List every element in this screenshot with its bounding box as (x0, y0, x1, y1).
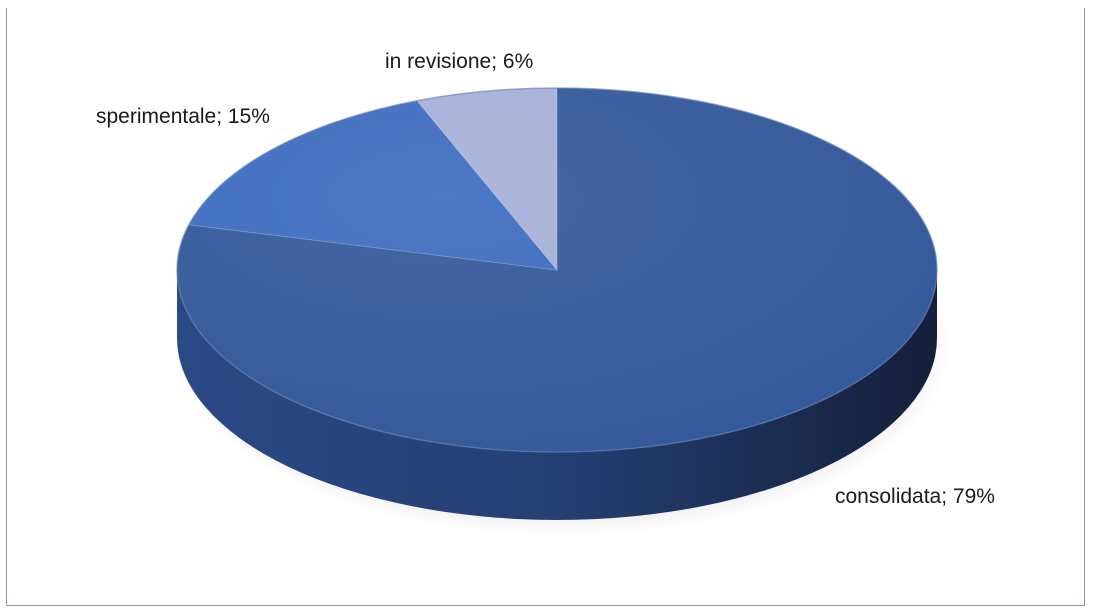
pie-rim (176, 87, 938, 453)
data-label-in-revisione: in revisione; 6% (385, 50, 533, 73)
pie-top-sheen (177, 88, 937, 452)
data-label-consolidata: consolidata; 79% (835, 485, 995, 508)
pie-side-wall (177, 270, 937, 520)
data-label-sperimentale: sperimentale; 15% (96, 105, 270, 128)
